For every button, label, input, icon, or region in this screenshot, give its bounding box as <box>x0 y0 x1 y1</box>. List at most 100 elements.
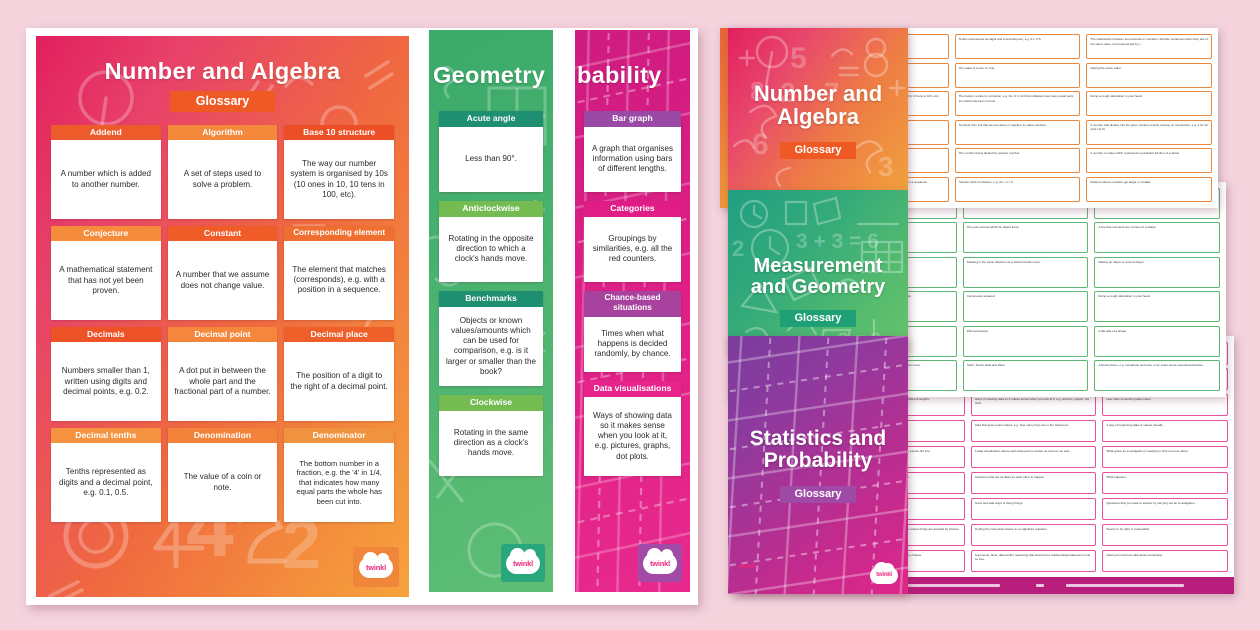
poster-statistics-and-probability[interactable]: bability Bar graph A graph that organise… <box>575 30 690 592</box>
cover-number-and-algebra[interactable]: 5 8 2 7 3 6 Number and Algebra Glossary <box>728 28 908 190</box>
glossary-card[interactable]: Anticlockwise Rotating in the opposite d… <box>439 201 543 282</box>
twinkl-logo[interactable]: twinkl <box>866 561 902 588</box>
glossary-definition-row[interactable]: Rotating in the same direction as a cloc… <box>962 256 1089 288</box>
glossary-definition-row[interactable]: North, South, East and West. <box>962 359 1089 391</box>
glossary-card[interactable]: Chance-based situations Times when what … <box>584 291 681 372</box>
glossary-definition-text: A data visualisation where each data poi… <box>974 448 1071 453</box>
glossary-definition-text: Good and safe ways of doing things. <box>974 500 1024 505</box>
glossary-card-definition: The value of a coin or note. <box>167 443 278 522</box>
glossary-definition-row[interactable]: Patterns where numbers get larger or sma… <box>1086 176 1213 202</box>
glossary-definition-row[interactable]: Number facts for division, e.g. 24 ÷ 4 =… <box>954 176 1081 202</box>
glossary-definition-row[interactable]: Arguments, facts, data and/or reasoning … <box>970 549 1097 573</box>
glossary-card-term: Denominator <box>284 427 394 444</box>
glossary-definition-text: Symbols from 0-9 that we use alone or to… <box>958 122 1047 127</box>
glossary-definition-text: North, South, East and West. <box>966 362 1006 367</box>
glossary-definition-row[interactable]: A flat side of a shape. <box>1094 325 1221 357</box>
glossary-card[interactable]: Decimal place The position of a digit to… <box>284 326 394 421</box>
glossary-definition-row[interactable]: Centimetres squared. <box>962 291 1089 323</box>
glossary-card-term: Acute angle <box>439 111 543 127</box>
glossary-card[interactable]: Decimal tenths Tenths represented as dig… <box>51 427 161 522</box>
glossary-card-definition: A set of steps used to solve a problem. <box>167 140 278 219</box>
glossary-definition-row[interactable]: A line that connects two corners of a sh… <box>1094 222 1221 254</box>
glossary-definition-row[interactable]: Outcomes that are as likely as each othe… <box>970 471 1097 495</box>
glossary-definition-text: A way of organising data or values visua… <box>1106 422 1164 427</box>
glossary-card-grid: Addend A number which is added to anothe… <box>51 124 394 522</box>
glossary-definition-row[interactable]: A way of organising data or values visua… <box>1102 419 1229 443</box>
glossary-card-definition: Rotating in the opposite direction to wh… <box>439 216 543 282</box>
cover-measurement-and-geometry[interactable]: 3 + 3 = 6 3 = 8 2 Measurement and Geomet… <box>728 190 908 352</box>
glossary-card[interactable]: Base 10 structure The way our number sys… <box>284 124 394 219</box>
glossary-definition-row[interactable]: Having the same value. <box>1086 62 1213 88</box>
glossary-definition-row[interactable]: The point around which an object turns. <box>962 222 1089 254</box>
glossary-definition-text: Patterns where numbers get larger or sma… <box>1090 179 1152 184</box>
glossary-definition-row[interactable]: A number that divides into the given num… <box>1086 119 1213 145</box>
glossary-card-grid: Bar graph A graph that organises informa… <box>584 111 681 476</box>
poster-title: bability <box>577 62 662 88</box>
glossary-card[interactable]: Bar graph A graph that organises informa… <box>584 111 681 192</box>
glossary-definition-row[interactable]: A known focus, e.g. somebody we know, or… <box>1094 359 1221 391</box>
glossary-card[interactable]: Denominator The bottom number in a fract… <box>284 427 394 522</box>
glossary-card[interactable]: Decimals Numbers smaller than 1, written… <box>51 326 161 421</box>
glossary-definition-row[interactable]: What happens. <box>1102 471 1229 495</box>
glossary-definition-row[interactable]: How often something takes place. <box>1102 393 1229 417</box>
twinkl-wordmark: twinkl <box>649 558 671 568</box>
glossary-definition-row[interactable]: Doing a rough calculation in your head. <box>1094 291 1221 323</box>
glossary-definition-row[interactable]: Finding the numerical answer to an algeb… <box>970 523 1097 547</box>
glossary-definition-row[interactable]: The relationship between two amounts or … <box>1086 34 1213 60</box>
glossary-card[interactable]: Benchmarks Objects or known values/amoun… <box>439 291 543 386</box>
glossary-definition-row[interactable]: Doing a rough calculation in your head. <box>1086 91 1213 117</box>
glossary-card-term: Decimal place <box>284 326 394 343</box>
glossary-card-definition: A dot put in between the whole part and … <box>167 342 278 421</box>
glossary-card-definition: Rotating in the same direction as a cloc… <box>439 410 543 476</box>
glossary-card[interactable]: Conjecture A mathematical statement that… <box>51 225 161 320</box>
glossary-definition-text: A line that connects two corners of a sh… <box>1098 225 1157 230</box>
glossary-definition-row[interactable]: Symbols from 0-9 that we use alone or to… <box>954 119 1081 145</box>
twinkl-logo[interactable]: twinkl <box>638 544 682 582</box>
twinkl-logo[interactable]: twinkl <box>501 544 545 582</box>
cover-badge-wrap: Glossary <box>728 140 908 159</box>
poster-title: Number and Algebra <box>104 58 341 84</box>
glossary-definition-row[interactable]: A data visualisation where each data poi… <box>970 445 1097 469</box>
glossary-card[interactable]: Decimal point A dot put in between the w… <box>167 326 278 421</box>
glossary-definition-row[interactable]: What group an investigation is seeking t… <box>1102 445 1229 469</box>
cover-glossary-badge: Glossary <box>780 141 856 159</box>
glossary-card[interactable]: Addend A number which is added to anothe… <box>51 124 161 219</box>
glossary-definition-row[interactable]: Ways of showing data so it makes sense w… <box>970 393 1097 417</box>
glossary-card[interactable]: Data visualisations Ways of showing data… <box>584 381 681 476</box>
glossary-card-definition: The position of a digit to the right of … <box>284 342 394 421</box>
glossary-card-definition: Tenths represented as digits and a decim… <box>51 443 161 522</box>
glossary-definition-row[interactable]: A number or value which represents a par… <box>1086 148 1213 174</box>
glossary-card[interactable]: Clockwise Rotating in the same direction… <box>439 395 543 476</box>
glossary-definition-row[interactable]: Data that gives exact values, e.g. how m… <box>970 419 1097 443</box>
glossary-definition-text: A number that divides into the given num… <box>1090 122 1208 132</box>
glossary-definition-row[interactable]: Making an object or amount larger. <box>1094 256 1221 288</box>
twinkl-logo[interactable]: twinkl <box>353 547 399 587</box>
glossary-definition-row[interactable]: Having an incorrect idea about something… <box>1102 549 1229 573</box>
glossary-definition-row[interactable]: Questions that you seek to answer by car… <box>1102 497 1229 521</box>
glossary-definition-row[interactable]: The bottom number in a fraction, e.g. th… <box>954 91 1081 117</box>
poster-number-and-algebra[interactable]: 4 2 Number and Algebra Glossary Addend A… <box>36 36 409 597</box>
poster-measurement-and-geometry[interactable]: Geometry Acute angle Less than 90°. Anti… <box>429 30 553 592</box>
svg-text:8: 8 <box>750 76 764 106</box>
footer-text-line <box>1066 584 1184 587</box>
glossary-card[interactable]: Algorithm A set of steps used to solve a… <box>167 124 278 219</box>
glossary-definition-row[interactable]: Good and safe ways of doing things. <box>970 497 1097 521</box>
glossary-card[interactable]: Acute angle Less than 90°. <box>439 111 543 192</box>
glossary-definition-row[interactable]: Seems to be right or reasonable. <box>1102 523 1229 547</box>
glossary-definition-text: Having the same value. <box>1090 65 1122 70</box>
glossary-definition-row[interactable]: Tenths represented as digits and a decim… <box>954 34 1081 60</box>
glossary-card-term: Decimal tenths <box>51 427 161 444</box>
svg-text:2: 2 <box>780 77 796 108</box>
glossary-card[interactable]: Denomination The value of a coin or note… <box>167 427 278 522</box>
glossary-definition-text: A known focus, e.g. somebody we know, or… <box>1098 362 1204 367</box>
glossary-definition-row[interactable]: The value of a coin or note. <box>954 62 1081 88</box>
glossary-card[interactable]: Categories Groupings by similarities, e.… <box>584 201 681 282</box>
glossary-card[interactable]: Corresponding element The element that m… <box>284 225 394 320</box>
glossary-card-definition: A graph that organises information using… <box>584 126 681 192</box>
cover-statistics-and-probability[interactable]: Statistics and Probability Glossary twin… <box>728 336 908 594</box>
glossary-card-definition: The bottom number in a fraction, e.g. th… <box>284 443 394 522</box>
glossary-definition-row[interactable]: The number being divided by another numb… <box>954 148 1081 174</box>
glossary-card[interactable]: Constant A number that we assume does no… <box>167 225 278 320</box>
sheet-column: Problems where you solve for how long so… <box>1094 188 1221 391</box>
glossary-definition-row[interactable]: 100 centimetres. <box>962 325 1089 357</box>
